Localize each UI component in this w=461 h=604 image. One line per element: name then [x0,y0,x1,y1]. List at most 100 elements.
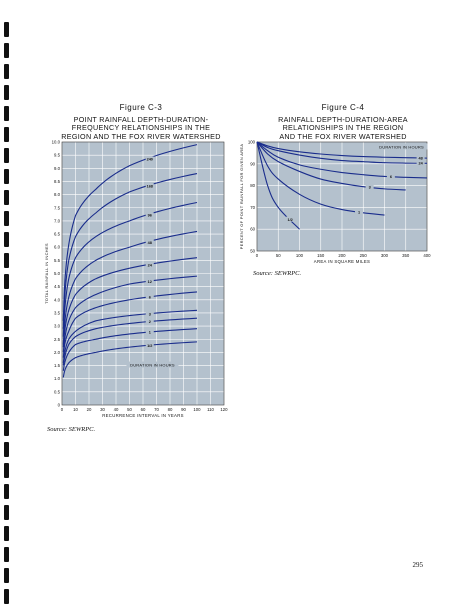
figure-c3-number: Figure C-3 [119,103,163,112]
fig-c3-x-tick-label: 20 [87,407,92,412]
fig-c4-series-line [256,141,428,164]
fig-c4-plot-border [256,141,428,252]
fig-c3-annotation-bg [126,361,179,368]
fig-c3-series-label: 2 [149,320,151,324]
fig-c4-series-label: 3 [369,186,371,190]
fig-c3-y-tick-label: 4.0 [54,297,61,302]
page-number: 295 [412,561,424,569]
fig-c4-y-tick-label: 60 [250,227,255,232]
fig-c4-series-label-bg [416,155,425,161]
fig-c3-x-tick-label: 100 [193,407,201,412]
fig-c3-series-label: 24 [148,263,153,267]
fig-c3-y-tick-label: 10.0 [52,140,61,145]
figure-c4-title: RAINFALL DEPTH-DURATION-AREA RELATIONSHI… [248,115,438,141]
fig-c3-x-tick-label: 0 [61,407,64,412]
binder-hole [4,337,9,352]
fig-c3-series-label-bg [145,294,154,300]
fig-c3-x-tick-label: 90 [181,407,186,412]
fig-c3-y-tick-label: 1.0 [54,376,61,381]
fig-c3-x-axis-label: RECURRENCE INTERVAL IN YEARS [102,413,184,418]
binder-hole [4,316,9,331]
fig-c3-series-label: 1/2 [147,344,152,348]
fig-c3-y-tick-label: 8.5 [54,179,61,184]
fig-c4-x-tick-label: 300 [381,253,389,258]
fig-c3-y-tick-label: 1.5 [54,363,61,368]
binder-hole [4,421,9,436]
binder-hole [4,358,9,373]
fig-c3-x-tick-label: 110 [207,407,214,412]
fig-c3-series-label: 6 [149,296,151,300]
fig-c3-x-tick-label: 50 [127,407,132,412]
fig-c3-y-tick-label: 0.5 [54,389,61,394]
fig-c3-series-line [62,201,198,337]
binder-hole [4,253,9,268]
fig-c3-series-line [62,291,198,358]
fig-c4-series-label: 1 [358,210,360,214]
fig-c3-series-line [62,328,198,371]
binder-hole [4,400,9,415]
fig-c3-series-line [62,173,198,329]
binder-hole [4,64,9,79]
fig-c3-y-tick-label: 4.5 [54,284,61,289]
fig-c4-y-tick-label: 80 [250,183,255,188]
binder-hole [4,589,9,604]
fig-c3-series-label-bg [145,156,154,162]
binder-hole [4,547,9,562]
fig-c3-series-label-bg [145,212,154,218]
fig-c3-y-tick-label: 5.0 [54,271,61,276]
fig-c3-series-line [62,230,198,345]
binder-hole [4,127,9,142]
fig-c4-x-axis-label: AREA IN SQUARE MILES [314,259,370,264]
fig-c3-series-label: 96 [148,214,152,218]
fig-c3-x-tick-label: 80 [168,407,173,412]
binder-hole [4,211,9,226]
fig-c3-y-tick-label: 6.5 [54,232,61,237]
figure-c4-header: Figure C-4 RAINFALL DEPTH-DURATION-AREA … [248,103,438,141]
fig-c4-annotation: DURATION IN HOURS [379,144,424,149]
fig-c3-series-label-bg [145,329,154,335]
fig-c3-x-tick-label: 70 [154,407,159,412]
fig-c4-y-tick-label: 100 [248,140,256,145]
fig-c3-y-tick-label: 0 [58,403,61,408]
fig-c4-series-label: 6 [390,175,392,179]
fig-c4-series-label: 48 [419,156,423,160]
fig-c3-y-tick-label: 2.5 [54,337,61,342]
fig-c3-series-label-bg [145,318,154,324]
fig-c4-y-axis-label: PERCENT OF POINT RAINFALL FOR GIVEN AREA [239,144,244,250]
figure-c3-title-line: FREQUENCY RELATIONSHIPS IN THE [71,123,211,133]
figure-c4-title-line: AND THE FOX RIVER WATERSHED [279,131,407,141]
binder-hole [4,505,9,520]
fig-c3-y-axis-label: TOTAL RAINFALL IN INCHES [44,243,49,304]
binder-hole [4,232,9,247]
fig-c4-x-tick-label: 50 [276,253,281,258]
fig-c3-plot-border [61,141,225,406]
binder-hole [4,379,9,394]
fig-c4-x-tick-label: 250 [360,253,368,258]
fig-c3-y-tick-label: 5.5 [54,258,61,263]
fig-c4-x-tick-label: 0 [256,253,259,258]
fig-c3-y-tick-label: 9.5 [54,153,61,158]
fig-c4-x-tick-label: 200 [338,253,346,258]
fig-c3-y-tick-label: 7.5 [54,205,61,210]
figure-c3-header: Figure C-3 POINT RAINFALL DEPTH-DURATION… [50,103,232,141]
fig-c4-x-tick-label: 400 [423,253,431,258]
binder-hole [4,43,9,58]
binder-hole [4,442,9,457]
binder-hole [4,568,9,583]
binder-hole [4,85,9,100]
fig-c3-series-label-bg [145,311,154,317]
fig-c3-series-label: 1 [149,331,151,335]
fig-c3-series-line [62,317,198,366]
fig-c3-series-label-bg [145,239,154,245]
fig-c3-series-label-bg [145,342,154,348]
fig-c4-series-label-bg [355,209,363,215]
fig-c3-series-line [62,144,198,321]
figure-c4-source: Source: SEWRPC. [253,270,302,277]
fig-c4-series-label-bg [286,216,295,222]
figure-c4-title-line: RAINFALL DEPTH-DURATION-AREA [278,115,408,124]
figure-c4-title-line: RELATIONSHIPS IN THE REGION [282,123,404,133]
figure-c4-number: Figure C-4 [321,103,365,112]
fig-c3-y-tick-label: 3.0 [54,324,61,329]
fig-c4-series-label-bg [365,184,374,190]
